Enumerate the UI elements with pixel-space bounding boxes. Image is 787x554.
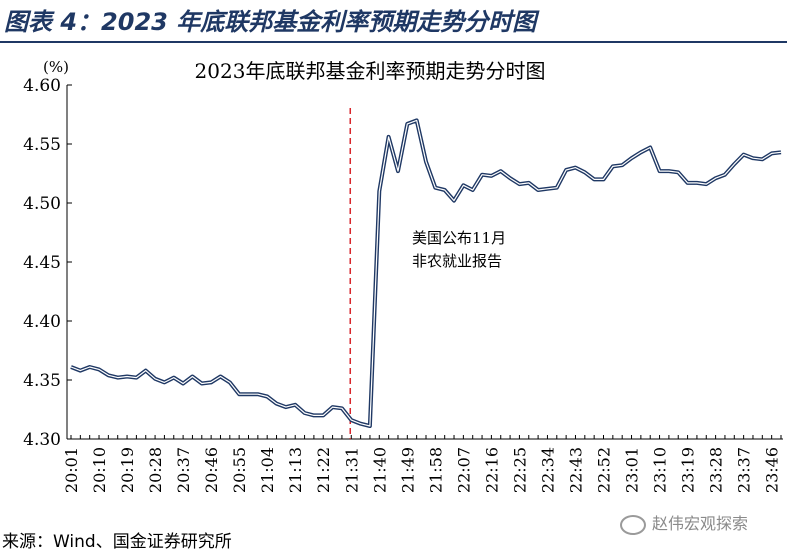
y-tick-label: 4.45 [23,253,61,273]
y-tick-label: 4.50 [23,194,61,214]
y-ticks: 4.30 4.35 4.40 4.45 4.50 4.55 4.60 [23,76,72,450]
chart-title: 2023年底联邦基金利率预期走势分时图 [195,59,546,83]
x-tick-label: 20:55 [230,447,249,493]
series-group [70,118,782,428]
x-tick-label: 21:13 [286,447,305,493]
x-tick-label: 21:31 [342,447,361,493]
y-tick-label: 4.55 [23,135,61,155]
x-tick-label: 23:10 [651,447,670,493]
x-tick-label: 21:49 [398,447,417,493]
x-tick-label: 20:46 [202,447,221,493]
x-tick-label: 23:37 [735,447,754,493]
y-tick-label: 4.35 [23,371,61,391]
annotation: 美国公布11月 非农就业报告 [412,229,506,270]
x-tick-label: 21:40 [370,447,389,493]
wechat-icon [620,514,646,535]
annotation-line-1: 美国公布11月 [412,229,506,247]
x-tick-label: 21:04 [258,447,277,493]
x-tick-label: 22:16 [482,447,501,493]
x-tick-label: 23:19 [679,447,698,493]
x-tick-label: 20:19 [118,447,137,493]
x-tick-label: 21:22 [314,447,333,493]
annotation-line-2: 非农就业报告 [412,252,502,270]
x-tick-label: 21:58 [426,447,445,493]
x-tick-label: 20:37 [174,447,193,493]
x-tick-label: 20:28 [146,447,165,493]
y-tick-label: 4.60 [23,76,61,96]
source-note: 来源：Wind、国金证券研究所 [2,532,232,552]
x-tick-label: 22:43 [566,447,585,493]
x-tick-label: 23:01 [623,447,642,493]
figure-title: 图表 4：2023 年底联邦基金利率预期走势分时图 [4,8,537,36]
x-tick-label: 22:07 [454,447,473,493]
x-tick-label: 20:01 [62,447,81,493]
x-tick-label: 20:10 [90,447,109,493]
x-tick-label: 22:25 [510,447,529,493]
x-tick-label: 23:46 [763,447,782,493]
x-tick-label: 22:34 [538,447,557,493]
y-tick-label: 4.40 [23,312,61,332]
y-tick-label: 4.30 [23,430,61,450]
x-ticks: 20:01 20:10 20:19 20:28 20:37 20:46 20:55 21:04… [62,435,782,493]
watermark: 赵伟宏观探索 [620,510,748,535]
title-rule [0,41,787,43]
y-axis-label: (%) [43,58,69,76]
watermark-text: 赵伟宏观探索 [652,514,749,533]
x-tick-label: 22:52 [595,447,614,493]
series-line [70,119,782,427]
x-tick-label: 23:28 [707,447,726,493]
